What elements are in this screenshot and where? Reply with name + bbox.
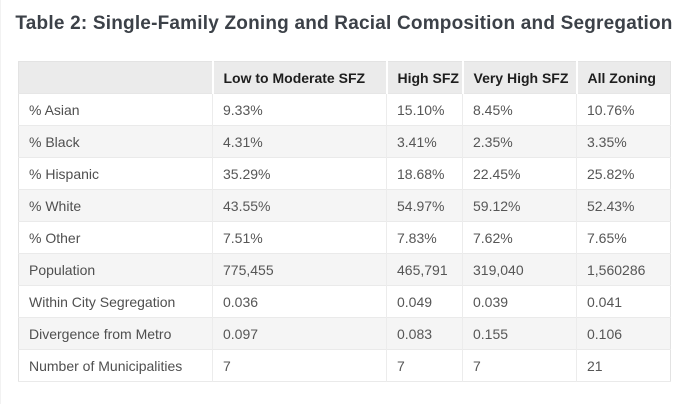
table-row-number-of-municipalities: Number of Municipalities 7 7 7 21 (18, 349, 671, 382)
cell-value: 4.31% (212, 125, 387, 158)
cell-value: 9.33% (212, 93, 387, 126)
cell-value: 0.036 (212, 285, 387, 318)
cell-value: 0.039 (462, 285, 577, 318)
header-row: Low to Moderate SFZ High SFZ Very High S… (18, 61, 671, 94)
row-label: % White (29, 197, 82, 214)
cell-value: 54.97% (386, 189, 463, 222)
row-label: Divergence from Metro (29, 325, 172, 342)
table-title: Table 2: Single-Family Zoning and Racial… (15, 13, 673, 34)
cell-value: 35.29% (212, 157, 387, 190)
cell-value: 18.68% (386, 157, 463, 190)
cell-value: 22.45% (462, 157, 577, 190)
row-label: % Asian (29, 101, 80, 118)
column-header-empty (18, 61, 213, 94)
cell-value: 7 (212, 349, 387, 382)
table-row-pct-hispanic: % Hispanic 35.29% 18.68% 22.45% 25.82% (18, 157, 671, 190)
cell-value: 59.12% (462, 189, 577, 222)
cell-value: 775,455 (212, 253, 387, 286)
cell-value: 7 (386, 349, 463, 382)
cell-value: 7.62% (462, 221, 577, 254)
column-header-very-high-sfz: Very High SFZ (461, 61, 577, 94)
table-row-divergence-from-metro: Divergence from Metro 0.097 0.083 0.155 … (18, 317, 671, 350)
cell-value: 0.083 (386, 317, 463, 350)
column-header-all-zoning: All Zoning (575, 61, 671, 94)
row-label: % Hispanic (29, 165, 100, 182)
cell-value: 0.041 (576, 285, 671, 318)
cell-value: 10.76% (576, 93, 671, 126)
cell-value: 7 (462, 349, 577, 382)
cell-value: 2.35% (462, 125, 577, 158)
cell-value: 319,040 (462, 253, 577, 286)
cell-value: 0.106 (576, 317, 671, 350)
column-header-high-sfz: High SFZ (385, 61, 463, 94)
row-label: % Other (29, 229, 81, 246)
cell-value: 25.82% (576, 157, 671, 190)
cell-value: 52.43% (576, 189, 671, 222)
table-row-population: Population 775,455 465,791 319,040 1,560… (18, 253, 671, 286)
cell-value: 465,791 (386, 253, 463, 286)
table-row-pct-white: % White 43.55% 54.97% 59.12% 52.43% (18, 189, 671, 222)
cell-value: 3.35% (576, 125, 671, 158)
column-header-low-to-moderate-sfz: Low to Moderate SFZ (211, 61, 387, 94)
cell-value: 7.83% (386, 221, 463, 254)
row-label: % Black (29, 133, 80, 150)
zoning-table: Low to Moderate SFZ High SFZ Very High S… (18, 61, 671, 382)
cell-value: 1,560286 (576, 253, 671, 286)
cell-value: 43.55% (212, 189, 387, 222)
table-row-within-city-segregation: Within City Segregation 0.036 0.049 0.03… (18, 285, 671, 318)
table-row-pct-black: % Black 4.31% 3.41% 2.35% 3.35% (18, 125, 671, 158)
row-label: Population (29, 261, 96, 278)
cell-value: 8.45% (462, 93, 577, 126)
cell-value: 7.65% (576, 221, 671, 254)
cell-value: 0.049 (386, 285, 463, 318)
table-row-pct-other: % Other 7.51% 7.83% 7.62% 7.65% (18, 221, 671, 254)
cell-value: 0.155 (462, 317, 577, 350)
row-label: Within City Segregation (29, 293, 176, 310)
cell-value: 21 (576, 349, 671, 382)
cell-value: 7.51% (212, 221, 387, 254)
cell-value: 15.10% (386, 93, 463, 126)
cell-value: 0.097 (212, 317, 387, 350)
row-label: Number of Municipalities (29, 357, 183, 374)
table-row-pct-asian: % Asian 9.33% 15.10% 8.45% 10.76% (18, 93, 671, 126)
cell-value: 3.41% (386, 125, 463, 158)
